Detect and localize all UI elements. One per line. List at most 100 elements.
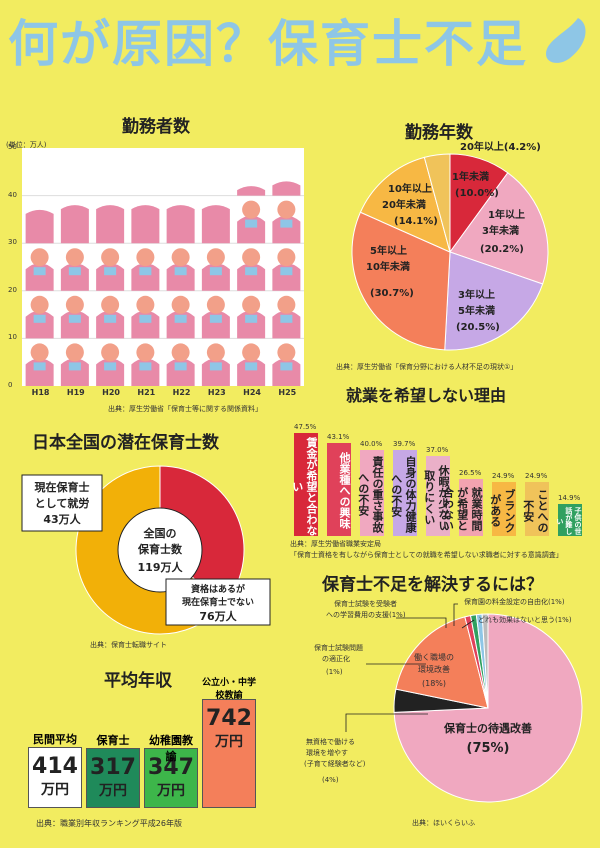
workers-xtick: H21 bbox=[137, 388, 156, 397]
workers-ytick: 50 bbox=[8, 143, 17, 151]
solve-noq-3: (子育て経験者など) bbox=[304, 759, 366, 768]
income-heading: 平均年収 bbox=[104, 671, 172, 691]
workers-bar-H22 bbox=[166, 205, 195, 386]
reason-bar-8: ことへの不安 bbox=[522, 482, 549, 536]
reason-bar-4: 自身の体力健康への不安 bbox=[390, 450, 417, 536]
tenure-slice-3 bbox=[444, 251, 544, 351]
droplet-icon bbox=[546, 18, 586, 63]
income-value-2: 317 bbox=[90, 755, 136, 780]
reason-bar-2: 他業種への興味 bbox=[327, 442, 351, 536]
solve-exam-pct: (1%) bbox=[326, 668, 343, 676]
tenure-label-3b: 5年未満 bbox=[458, 304, 495, 317]
latent-a-1: 現在保育士 bbox=[35, 480, 90, 494]
reasons-chart: 賃金が希望と合わない 47.5% 他業種への興味 43.1% 責任の重さ事故への不安 40… bbox=[291, 416, 594, 536]
reason-pct-7: 24.9% bbox=[492, 472, 515, 481]
workers-xtick: H22 bbox=[172, 388, 191, 397]
reason-pct-3: 40.0% bbox=[360, 439, 383, 448]
workers-heading: 勤務者数 bbox=[122, 117, 190, 137]
latent-donut: 全国の 保育士数 119万人 現在保育士 として就労 43万人 資格はあるが 現… bbox=[21, 465, 271, 635]
solve-heading: 保育士不足を解決するには？ bbox=[322, 575, 543, 595]
reason-bar-3: 責任の重さ事故への不安 bbox=[357, 449, 384, 536]
solve-fee: 保育園の料金設定の自由化(1%) bbox=[464, 597, 565, 606]
solve-study-2: への学習費用の支援(1%) bbox=[326, 610, 406, 619]
solve-slice-7 bbox=[481, 613, 489, 709]
tenure-label-4: 5年以上 bbox=[370, 244, 407, 257]
workers-bar-H19 bbox=[60, 205, 89, 386]
workers-ytick: 20 bbox=[8, 285, 17, 294]
reason-pct-5: 37.0% bbox=[426, 446, 449, 455]
tenure-heading: 勤務年数 bbox=[405, 123, 473, 143]
solve-noq-1: 無資格で働ける bbox=[306, 737, 355, 746]
workers-xtick: H23 bbox=[207, 388, 226, 397]
reason-pct-1: 47.5% bbox=[294, 423, 317, 432]
income-bar-2: 317 万円 bbox=[86, 748, 140, 808]
income-source: 出典：職業別年収ランキング平成26年版 bbox=[36, 819, 182, 828]
income-label-3: 幼稚園教諭 bbox=[149, 734, 193, 763]
income-chart: 414 万円 民間平均 317 万円 保育士 347 万円 幼稚園教諭 742 万円 公立小・中学校教… bbox=[28, 678, 268, 808]
tenure-pct-1: (10.0%) bbox=[455, 188, 499, 199]
tenure-label-2b: 3年未満 bbox=[482, 224, 519, 237]
tenure-label-1: 1年未満 bbox=[452, 170, 489, 183]
tenure-pct-3: (20.5%) bbox=[456, 322, 500, 333]
reason-pct-4: 39.7% bbox=[393, 440, 416, 449]
income-unit-1: 万円 bbox=[41, 782, 69, 799]
solve-env-2: 環境改善 bbox=[418, 664, 450, 674]
workers-bar-H24 bbox=[237, 186, 266, 386]
income-label-2: 保育士 bbox=[96, 734, 130, 747]
income-bar-3: 347 万円 bbox=[144, 748, 198, 808]
workers-bar-H18 bbox=[25, 209, 54, 386]
tenure-pct-4: (30.7%) bbox=[370, 288, 414, 299]
tenure-slice-5 bbox=[359, 156, 451, 253]
solve-pie: 保育士の待遇改善 (75%) 働く職場の 環境改善 (18%) 無資格で働ける … bbox=[304, 597, 583, 803]
solve-study-1: 保育士試験を受験者 bbox=[334, 599, 397, 608]
tenure-label-3: 3年以上 bbox=[458, 288, 495, 301]
latent-heading: 日本全国の潜在保育士数 bbox=[32, 433, 219, 453]
latent-center-2: 保育士数 bbox=[137, 542, 183, 556]
solve-main-pct: (75%) bbox=[467, 741, 510, 756]
workers-ytick: 0 bbox=[8, 381, 13, 389]
workers-source: 出典：厚生労働省「保育士等に関する関係資料」 bbox=[108, 405, 262, 413]
tenure-slice-4 bbox=[351, 211, 451, 351]
solve-main-label: 保育士の待遇改善 bbox=[443, 721, 532, 735]
tenure-label-2: 1年以上 bbox=[488, 208, 525, 221]
income-unit-3: 万円 bbox=[157, 783, 185, 799]
reason-pct-8: 24.9% bbox=[525, 472, 548, 481]
latent-b-2: 現在保育士でない bbox=[182, 596, 254, 608]
solve-slice-3 bbox=[395, 616, 489, 709]
solve-env-1: 働く職場の bbox=[414, 652, 454, 662]
latent-b-1: 資格はあるが bbox=[191, 583, 246, 595]
tenure-source: 出典：厚生労働省「保育分野における人材不足の現状①」 bbox=[336, 363, 518, 371]
workers-chart bbox=[22, 181, 304, 386]
workers-bar-H21 bbox=[131, 205, 160, 386]
solve-noq-2: 環境を増やす bbox=[306, 748, 348, 757]
latent-center-3: 119万人 bbox=[138, 560, 184, 574]
income-bar-4: 742 万円 bbox=[202, 699, 256, 808]
workers-xtick: H19 bbox=[66, 388, 85, 397]
poster-title: 何が原因？保育士不足 bbox=[8, 15, 528, 73]
latent-a-3: 43万人 bbox=[43, 512, 81, 526]
income-label-4: 公立小・中学校教諭 bbox=[202, 678, 257, 702]
workers-unit: (単位：万人) bbox=[6, 141, 47, 149]
latent-center-1: 全国の bbox=[143, 526, 177, 540]
solve-source: 出典：ほいくらいふ bbox=[412, 819, 475, 827]
reason-pct-6: 26.5% bbox=[459, 468, 482, 477]
latent-source: 出典：保育士転職サイト bbox=[90, 641, 167, 649]
workers-chart-panel bbox=[22, 148, 304, 386]
tenure-label-4b: 10年未満 bbox=[366, 260, 410, 273]
reasons-source-1: 出典：厚生労働省職業安定局 bbox=[290, 540, 381, 548]
workers-ytick: 10 bbox=[8, 333, 17, 342]
tenure-label-6: 20年以上(4.2%) bbox=[460, 140, 541, 153]
tenure-label-5: 10年以上 bbox=[388, 182, 432, 195]
solve-env-pct: (18%) bbox=[422, 679, 446, 688]
tenure-slice-6 bbox=[423, 153, 451, 253]
workers-bar-H20 bbox=[96, 205, 125, 386]
workers-ytick: 30 bbox=[8, 238, 17, 247]
tenure-slice-2 bbox=[449, 172, 549, 285]
income-value-4: 742 bbox=[206, 706, 252, 732]
workers-xtick: H18 bbox=[31, 388, 50, 397]
solve-exam-2: の適正化 bbox=[322, 654, 350, 663]
reason-bar-9: 子供の世話が難しい bbox=[556, 503, 582, 536]
income-value-1: 414 bbox=[32, 754, 78, 780]
latent-b-3: 76万人 bbox=[199, 609, 237, 623]
